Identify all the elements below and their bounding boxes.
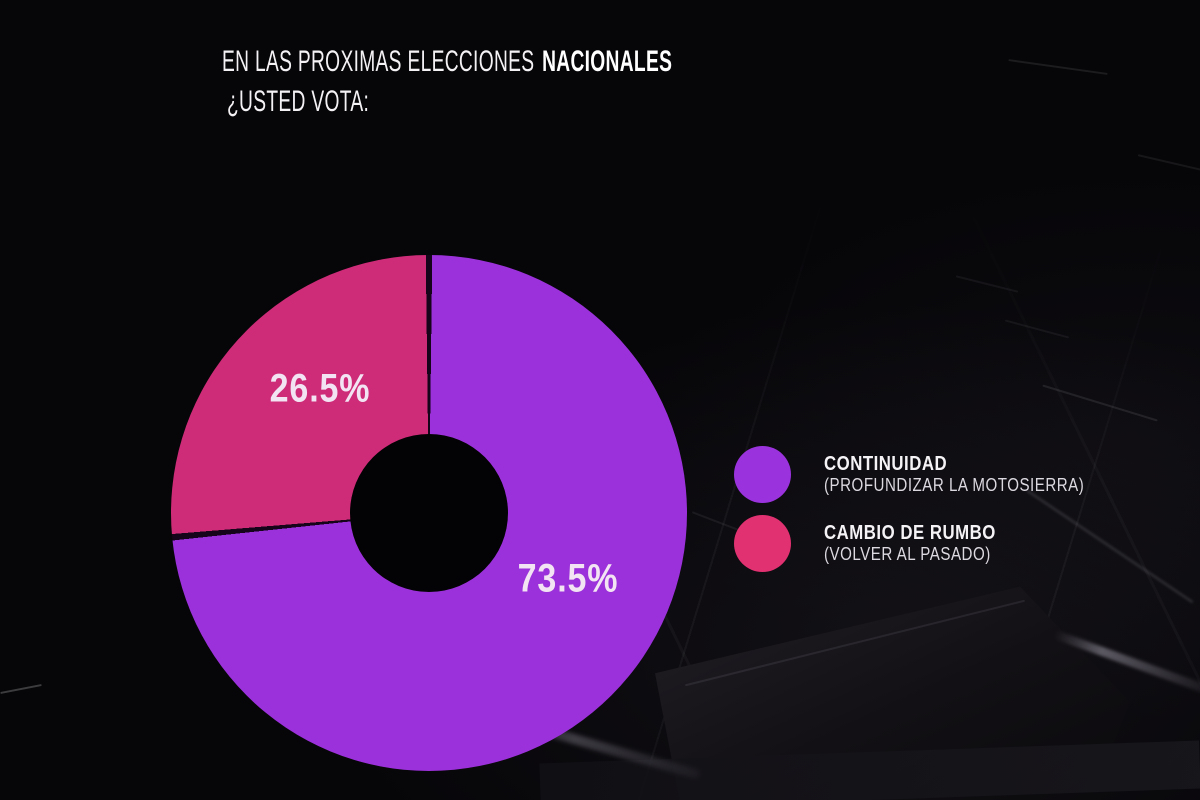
title-line-2: ¿USTED VOTA: <box>227 85 370 118</box>
chart-legend: CONTINUIDAD (PROFUNDIZAR LA MOTOSIERRA) … <box>734 446 1134 572</box>
legend-label: CAMBIO DE RUMBO <box>824 522 996 544</box>
legend-dot-pink-icon <box>734 515 791 572</box>
donut-chart: 73.5% 26.5% <box>171 255 687 771</box>
page-title: EN LAS PROXIMAS ELECCIONES NACIONALES ¿US… <box>222 42 925 122</box>
donut-hole <box>350 434 508 592</box>
legend-text: CAMBIO DE RUMBO (VOLVER AL PASADO) <box>824 522 1029 565</box>
slice-label-continuidad: 73.5% <box>517 556 619 601</box>
title-emphasis: NACIONALES <box>542 45 673 78</box>
legend-item-continuidad: CONTINUIDAD (PROFUNDIZAR LA MOTOSIERRA) <box>734 446 1134 503</box>
title-line-1: EN LAS PROXIMAS ELECCIONES NACIONALES <box>222 42 672 82</box>
legend-text: CONTINUIDAD (PROFUNDIZAR LA MOTOSIERRA) <box>824 453 1134 496</box>
legend-item-cambio: CAMBIO DE RUMBO (VOLVER AL PASADO) <box>734 515 1134 572</box>
title-question-part: EN LAS PROXIMAS ELECCIONES <box>222 45 535 78</box>
legend-dot-purple-icon <box>734 446 791 503</box>
slice-label-cambio: 26.5% <box>269 366 371 411</box>
legend-label: CONTINUIDAD <box>824 453 948 475</box>
legend-sublabel: (VOLVER AL PASADO) <box>824 544 991 564</box>
legend-sublabel: (PROFUNDIZAR LA MOTOSIERRA) <box>824 475 1085 495</box>
